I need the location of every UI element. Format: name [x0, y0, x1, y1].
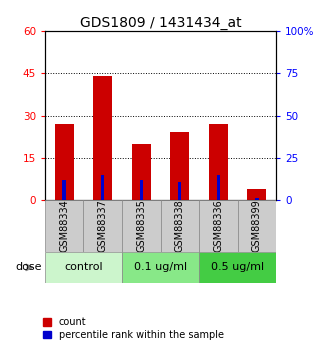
Bar: [140, 180, 143, 200]
Text: dose: dose: [15, 263, 42, 272]
Bar: [55, 124, 74, 200]
Bar: [160, 200, 199, 252]
Bar: [83, 200, 122, 252]
Text: 0.1 ug/ml: 0.1 ug/ml: [134, 263, 187, 272]
Text: GSM88334: GSM88334: [59, 200, 69, 252]
Text: 0.5 ug/ml: 0.5 ug/ml: [211, 263, 264, 272]
Bar: [255, 198, 258, 200]
Text: GSM88336: GSM88336: [213, 200, 223, 252]
Bar: [178, 181, 181, 200]
Bar: [132, 144, 151, 200]
Bar: [217, 175, 220, 200]
Bar: [101, 175, 104, 200]
Text: control: control: [64, 263, 103, 272]
Bar: [199, 200, 238, 252]
Bar: [122, 200, 160, 252]
Bar: [93, 76, 112, 200]
Bar: [63, 180, 66, 200]
Bar: [247, 189, 266, 200]
Title: GDS1809 / 1431434_at: GDS1809 / 1431434_at: [80, 16, 241, 30]
Text: GSM88335: GSM88335: [136, 199, 146, 253]
Text: GSM88337: GSM88337: [98, 199, 108, 253]
Bar: [45, 252, 122, 283]
Bar: [238, 200, 276, 252]
Bar: [45, 200, 83, 252]
Bar: [209, 124, 228, 200]
Bar: [122, 252, 199, 283]
Text: GSM88338: GSM88338: [175, 200, 185, 252]
Legend: count, percentile rank within the sample: count, percentile rank within the sample: [43, 317, 224, 340]
Text: GSM88399: GSM88399: [252, 200, 262, 252]
Bar: [170, 132, 189, 200]
Bar: [199, 252, 276, 283]
